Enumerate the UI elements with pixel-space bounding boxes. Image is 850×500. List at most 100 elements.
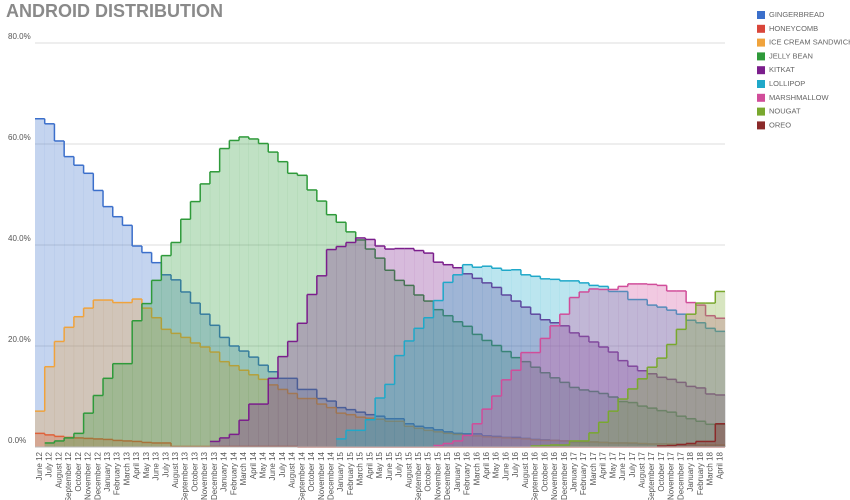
- area-step: [336, 246, 347, 447]
- area-step: [715, 394, 726, 447]
- area-step: [433, 300, 444, 447]
- x-tick-label: April 18: [715, 451, 724, 479]
- x-tick-label: February 18: [696, 451, 705, 495]
- x-tick-label: January 13: [103, 451, 112, 491]
- area-step: [122, 302, 133, 447]
- area-step: [608, 352, 619, 447]
- legend-label: OREO: [769, 120, 791, 129]
- area-step: [695, 444, 706, 447]
- x-tick-label: September 16: [531, 451, 540, 500]
- area-step: [287, 173, 298, 448]
- area-step: [112, 216, 123, 447]
- area-step: [686, 320, 697, 447]
- area-step: [112, 302, 123, 447]
- area-step: [482, 282, 492, 447]
- area-step: [676, 290, 687, 447]
- area-step: [83, 308, 94, 447]
- area-step: [540, 445, 551, 447]
- area-step: [520, 361, 531, 447]
- y-tick-label: 60.0%: [8, 133, 31, 142]
- x-tick-label: May 16: [492, 451, 501, 478]
- area-step: [491, 436, 502, 447]
- area-step: [209, 441, 220, 447]
- area-step: [540, 439, 551, 447]
- area-step: [559, 280, 570, 447]
- area-step: [180, 291, 191, 447]
- x-tick-label: June 12: [35, 451, 44, 480]
- x-tick-label: August 14: [288, 451, 297, 488]
- area-step: [491, 437, 502, 447]
- area-step: [627, 402, 638, 447]
- x-tick-label: November 17: [667, 451, 676, 500]
- x-tick-label: July 15: [395, 451, 404, 477]
- x-tick-label: April 15: [365, 451, 374, 479]
- area-step: [73, 437, 84, 447]
- area-step: [443, 433, 454, 447]
- area-step: [93, 190, 104, 447]
- x-tick-label: April 16: [482, 451, 491, 479]
- area-step: [161, 274, 172, 447]
- area-step: [209, 171, 220, 447]
- area-step: [530, 352, 541, 447]
- area-step: [569, 332, 580, 447]
- area-step: [656, 285, 667, 447]
- x-tick-label: February 17: [579, 451, 588, 495]
- area-step: [239, 136, 250, 447]
- area-step: [559, 444, 570, 447]
- series-5: [336, 263, 726, 447]
- area-step: [608, 289, 619, 447]
- area-step: [161, 329, 172, 447]
- area-step: [219, 337, 230, 447]
- area-step: [375, 258, 386, 447]
- area-step: [229, 365, 240, 447]
- area-step: [715, 318, 726, 447]
- x-tick-label: May 17: [608, 451, 617, 478]
- area-step: [452, 321, 463, 447]
- area-step: [715, 444, 726, 447]
- area-step: [414, 328, 424, 447]
- area-step: [627, 388, 638, 447]
- area-step: [44, 442, 55, 447]
- y-tick-label: 20.0%: [8, 335, 31, 344]
- y-tick-label: 40.0%: [8, 234, 31, 243]
- area-step: [705, 445, 716, 447]
- area-step: [550, 325, 560, 447]
- area-step: [394, 280, 405, 447]
- x-tick-label: February 16: [463, 451, 472, 495]
- x-tick-label: March 14: [239, 451, 248, 485]
- area-step: [511, 269, 522, 447]
- area-step: [433, 429, 444, 447]
- area-step: [375, 419, 386, 447]
- area-step: [423, 301, 434, 447]
- area-step: [627, 299, 638, 447]
- x-tick-label: October 12: [74, 451, 83, 491]
- area-step: [569, 441, 580, 447]
- x-tick-label: May 14: [258, 451, 267, 478]
- area-step: [54, 140, 65, 447]
- area-step: [608, 442, 619, 447]
- x-tick-label: October 17: [657, 451, 666, 491]
- area-step: [404, 423, 415, 447]
- area-step: [715, 331, 726, 447]
- area-step: [83, 173, 94, 448]
- area-step: [627, 366, 638, 447]
- area-step: [132, 299, 143, 447]
- area-step: [404, 426, 415, 447]
- area-step: [180, 337, 191, 447]
- x-tick-label: May 15: [375, 451, 384, 478]
- x-tick-label: October 13: [190, 451, 199, 491]
- x-tick-label: December 15: [443, 451, 452, 500]
- area-step: [54, 341, 65, 447]
- legend-swatch: [757, 93, 765, 102]
- series-6: [433, 283, 726, 447]
- area-step: [462, 273, 473, 447]
- area-step: [579, 282, 590, 447]
- area-step: [277, 389, 288, 447]
- area-step: [35, 118, 45, 447]
- x-tick-label: January 14: [220, 451, 229, 491]
- area-step: [443, 431, 454, 447]
- area-step: [588, 432, 599, 447]
- area-step: [472, 334, 483, 447]
- area-step: [637, 283, 648, 447]
- x-tick-label: July 17: [628, 451, 637, 477]
